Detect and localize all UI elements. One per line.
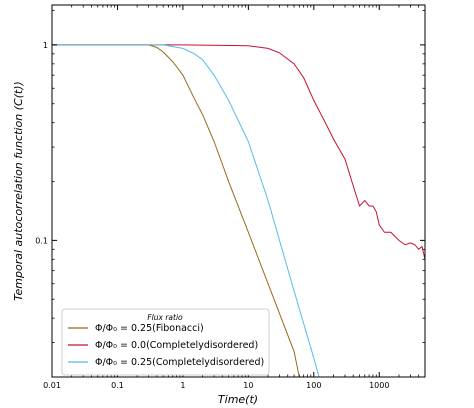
y-tick-label: 1 <box>43 41 48 50</box>
y-tick-label: 0.1 <box>35 236 48 245</box>
x-tick-label: 0.1 <box>111 381 124 390</box>
series-line-0 <box>52 44 300 377</box>
x-tick-label: 1 <box>180 381 185 390</box>
series-line-2 <box>52 44 320 377</box>
legend-box <box>61 308 270 376</box>
series-group <box>52 44 425 377</box>
x-tick-label: 100 <box>306 381 321 390</box>
legend-label-0: Φ/Φ₀ = 0.25(Fibonacci) <box>95 323 204 334</box>
y-axis-label: Temporal autocorrelation function (C(t)) <box>12 81 25 301</box>
x-tick-label: 1000 <box>369 381 389 390</box>
x-tick-label: 10 <box>243 381 253 390</box>
legend-title: Flux ratio <box>147 313 183 322</box>
series-line-1 <box>52 44 425 260</box>
legend-label-1: Φ/Φ₀ = 0.0(Completelydisordered) <box>95 340 258 351</box>
x-tick-label: 0.01 <box>43 381 61 390</box>
x-axis-label: Time(t) <box>218 393 258 406</box>
legend: Flux ratio Φ/Φ₀ = 0.25(Fibonacci)Φ/Φ₀ = … <box>61 308 270 376</box>
legend-label-2: Φ/Φ₀ = 0.25(Completelydisordered) <box>95 357 264 368</box>
legend-items: Φ/Φ₀ = 0.25(Fibonacci) Φ/Φ₀ = 0.0(Complet… <box>68 323 264 368</box>
